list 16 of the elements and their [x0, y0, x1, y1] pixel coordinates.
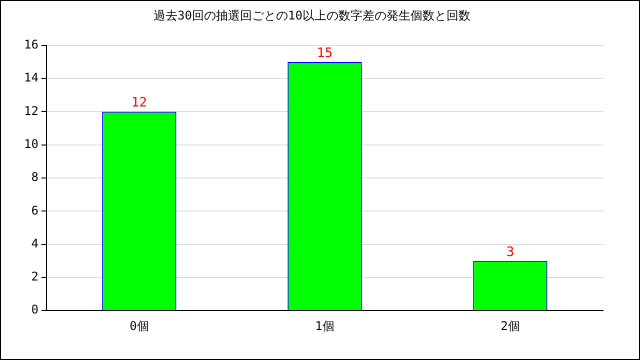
chart-title: 過去30回の抽選回ごとの10以上の数字差の発生個数と回数 [154, 8, 470, 22]
y-tick-label: 10 [24, 136, 38, 151]
data-label: 3 [506, 244, 514, 260]
y-tick-label: 12 [24, 104, 38, 118]
y-tick-label: 14 [24, 70, 38, 85]
data-label: 15 [316, 46, 333, 61]
y-tick-label: 16 [24, 38, 38, 52]
x-tick-label: 0個 [130, 318, 149, 333]
y-tick-label: 0 [31, 302, 38, 317]
data-label: 12 [131, 96, 148, 111]
y-tick-label: 2 [31, 270, 38, 284]
y-tick-label: 6 [31, 203, 38, 218]
y-tick-label: 4 [31, 236, 38, 250]
x-tick-label: 2個 [500, 318, 520, 333]
y-tick-label: 8 [31, 170, 38, 184]
x-tick-label: 1個 [315, 318, 334, 333]
